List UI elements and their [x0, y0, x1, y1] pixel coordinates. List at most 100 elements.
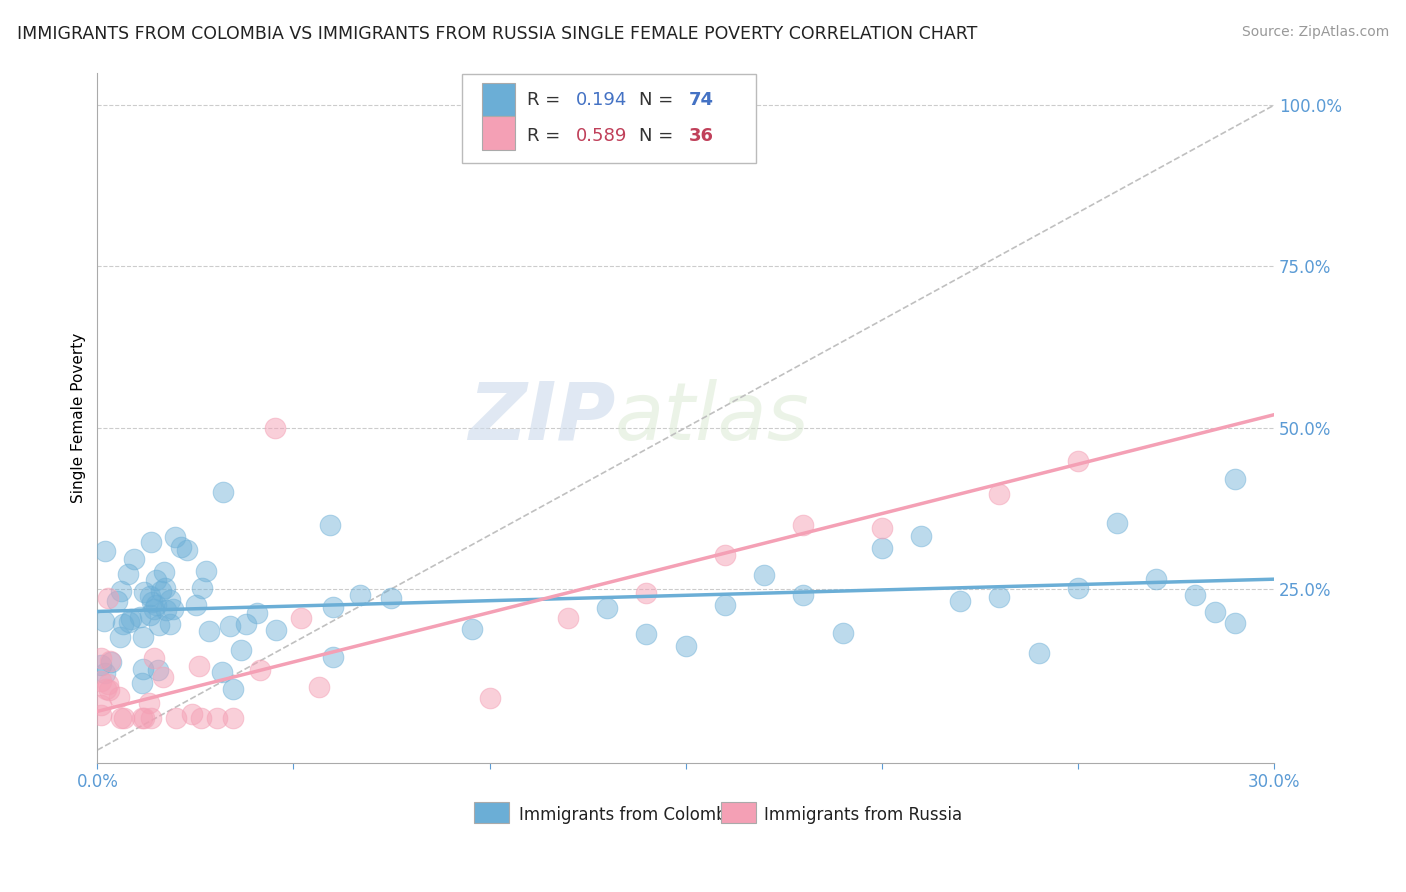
Point — [218, 619, 240, 633]
Point — [322, 649, 344, 664]
Point — [221, 711, 243, 725]
Text: Immigrants from Russia: Immigrants from Russia — [765, 805, 963, 823]
Text: N =: N = — [638, 127, 679, 145]
Point — [143, 651, 166, 665]
Point — [162, 602, 184, 616]
Point — [1184, 588, 1206, 602]
Point — [145, 573, 167, 587]
Bar — [482, 117, 515, 150]
Point — [1067, 581, 1090, 595]
Text: atlas: atlas — [614, 379, 810, 457]
Point — [97, 591, 120, 605]
Point — [792, 589, 814, 603]
Point — [1105, 516, 1128, 531]
Point — [93, 666, 115, 681]
Point — [188, 659, 211, 673]
Point — [380, 591, 402, 605]
Text: 74: 74 — [689, 91, 714, 109]
Point — [90, 698, 112, 712]
Point — [131, 630, 153, 644]
Point — [131, 711, 153, 725]
Point — [290, 610, 312, 624]
Point — [98, 655, 121, 669]
Point — [165, 530, 187, 544]
Point — [139, 607, 162, 622]
Point — [1067, 454, 1090, 468]
Point — [159, 593, 181, 607]
Point — [181, 706, 204, 721]
Point — [145, 599, 167, 613]
Bar — [474, 802, 509, 823]
Point — [131, 676, 153, 690]
Point — [235, 616, 257, 631]
Point — [111, 617, 134, 632]
Point — [90, 674, 112, 689]
Point — [90, 708, 112, 723]
Bar — [482, 83, 515, 117]
Point — [675, 639, 697, 653]
Point — [165, 711, 187, 725]
Point — [949, 594, 972, 608]
Point — [129, 609, 152, 624]
Point — [1144, 572, 1167, 586]
Point — [190, 711, 212, 725]
Point — [108, 630, 131, 644]
Point — [222, 681, 245, 696]
Point — [142, 601, 165, 615]
Point — [596, 601, 619, 615]
Point — [988, 590, 1011, 604]
Point — [249, 663, 271, 677]
Point — [90, 658, 112, 673]
Text: 0.194: 0.194 — [576, 91, 627, 109]
Point — [308, 680, 330, 694]
Point — [117, 567, 139, 582]
Point — [112, 711, 135, 725]
FancyBboxPatch shape — [463, 74, 756, 162]
Point — [264, 623, 287, 637]
Point — [229, 643, 252, 657]
Point — [110, 584, 132, 599]
Point — [94, 681, 117, 696]
Point — [108, 690, 131, 704]
Text: ZIP: ZIP — [468, 379, 614, 457]
Point — [100, 656, 122, 670]
Y-axis label: Single Female Poverty: Single Female Poverty — [72, 333, 86, 503]
Bar — [721, 802, 756, 823]
Point — [155, 581, 177, 595]
Point — [155, 602, 177, 616]
Point — [138, 696, 160, 710]
Point — [321, 599, 343, 614]
Point — [460, 622, 482, 636]
Point — [93, 614, 115, 628]
Point — [105, 594, 128, 608]
Point — [98, 683, 121, 698]
Point — [1028, 646, 1050, 660]
Point — [97, 677, 120, 691]
Point — [148, 617, 170, 632]
Point — [184, 598, 207, 612]
Point — [910, 529, 932, 543]
Text: N =: N = — [638, 91, 679, 109]
Point — [170, 540, 193, 554]
Text: Source: ZipAtlas.com: Source: ZipAtlas.com — [1241, 25, 1389, 39]
Point — [870, 541, 893, 555]
Point — [120, 612, 142, 626]
Point — [159, 616, 181, 631]
Point — [90, 651, 112, 665]
Text: 0.589: 0.589 — [576, 127, 627, 145]
Point — [318, 518, 340, 533]
Text: 36: 36 — [689, 127, 714, 145]
Point — [1204, 605, 1226, 619]
Point — [134, 711, 156, 725]
Point — [636, 626, 658, 640]
Point — [212, 485, 235, 500]
Point — [132, 662, 155, 676]
Point — [636, 586, 658, 600]
Text: R =: R = — [527, 127, 565, 145]
Point — [870, 521, 893, 535]
Point — [152, 669, 174, 683]
Point — [176, 543, 198, 558]
Point — [752, 568, 775, 582]
Point — [141, 594, 163, 608]
Point — [146, 664, 169, 678]
